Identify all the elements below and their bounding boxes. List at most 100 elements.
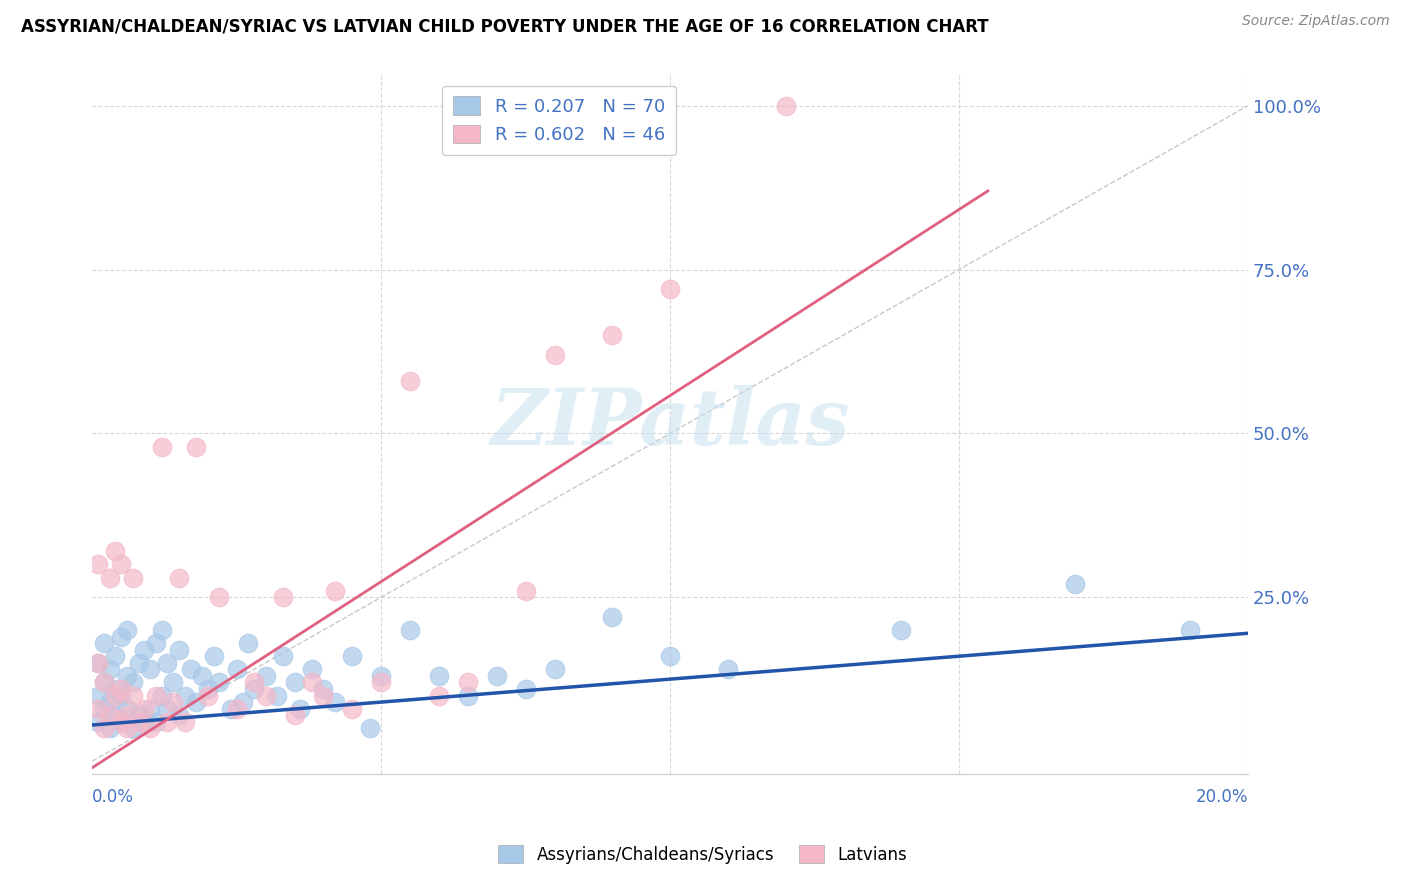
Point (312, 681, 335, 696)
Legend: Assyrians/Chaldeans/Syriacs, Latvians: Assyrians/Chaldeans/Syriacs, Latvians (492, 838, 914, 871)
Point (1178, 623, 1201, 637)
Point (110, 630, 132, 644)
Point (254, 689, 277, 703)
Point (128, 708, 150, 723)
Point (87, 656, 110, 670)
Point (128, 656, 150, 670)
Point (427, 689, 450, 703)
Point (98, 662, 121, 676)
Point (659, 282, 682, 296)
Point (197, 689, 219, 703)
Point (359, 721, 381, 735)
Point (104, 689, 127, 703)
Point (238, 636, 260, 650)
Point (115, 669, 138, 683)
Point (93, 675, 115, 690)
Point (110, 558, 132, 572)
Text: ASSYRIAN/CHALDEAN/SYRIAC VS LATVIAN CHILD POVERTY UNDER THE AGE OF 16 CORRELATIO: ASSYRIAN/CHALDEAN/SYRIAC VS LATVIAN CHIL… (21, 17, 988, 35)
Point (399, 374, 422, 388)
Point (225, 701, 247, 715)
Point (717, 662, 740, 676)
Point (121, 721, 143, 735)
Point (290, 701, 312, 715)
Point (87, 714, 110, 729)
Point (167, 708, 190, 723)
Point (156, 656, 179, 670)
Point (167, 642, 190, 657)
Point (115, 701, 138, 715)
Point (342, 701, 364, 715)
Point (191, 669, 214, 683)
Point (600, 610, 623, 624)
Point (121, 675, 143, 690)
Point (271, 591, 294, 605)
Point (134, 701, 156, 715)
Point (150, 440, 173, 454)
Legend: R = 0.207   N = 70, R = 0.602   N = 46: R = 0.207 N = 70, R = 0.602 N = 46 (443, 86, 676, 155)
Point (457, 689, 479, 703)
Point (139, 701, 162, 715)
Point (485, 669, 508, 683)
Point (145, 636, 167, 650)
Point (93, 636, 115, 650)
Point (115, 623, 138, 637)
Point (186, 440, 208, 454)
Point (87, 656, 110, 670)
Point (139, 662, 162, 676)
Point (370, 669, 392, 683)
Point (312, 689, 335, 703)
Point (202, 649, 225, 664)
Point (162, 675, 184, 690)
Point (271, 649, 294, 664)
Point (134, 714, 156, 729)
Point (186, 695, 208, 709)
Point (301, 675, 323, 690)
Point (243, 675, 266, 690)
Point (110, 689, 132, 703)
Point (197, 681, 219, 696)
Point (162, 695, 184, 709)
Point (323, 583, 346, 598)
Point (600, 328, 623, 343)
Point (134, 642, 156, 657)
Text: ZIPatlas: ZIPatlas (491, 385, 849, 462)
Point (104, 681, 127, 696)
Point (93, 701, 115, 715)
Point (87, 558, 110, 572)
Point (266, 689, 288, 703)
Point (110, 681, 132, 696)
Point (225, 662, 247, 676)
Point (254, 669, 277, 683)
Point (139, 721, 162, 735)
Text: 0.0%: 0.0% (93, 789, 134, 806)
Point (232, 695, 254, 709)
Point (98, 695, 121, 709)
Point (399, 623, 422, 637)
Point (775, 99, 797, 113)
Point (283, 708, 305, 723)
Point (890, 623, 912, 637)
Point (93, 675, 115, 690)
Point (115, 708, 138, 723)
Point (457, 675, 479, 690)
Point (104, 544, 127, 558)
Point (98, 708, 121, 723)
Point (145, 714, 167, 729)
Point (515, 681, 537, 696)
Point (543, 348, 565, 362)
Point (370, 675, 392, 690)
Point (1063, 577, 1085, 591)
Point (543, 662, 565, 676)
Point (121, 689, 143, 703)
Point (243, 681, 266, 696)
Point (110, 714, 132, 729)
Point (98, 571, 121, 585)
Point (98, 721, 121, 735)
Point (219, 701, 242, 715)
Point (180, 662, 202, 676)
Point (128, 714, 150, 729)
Point (156, 714, 179, 729)
Point (93, 721, 115, 735)
Point (104, 708, 127, 723)
Text: 20.0%: 20.0% (1195, 789, 1249, 806)
